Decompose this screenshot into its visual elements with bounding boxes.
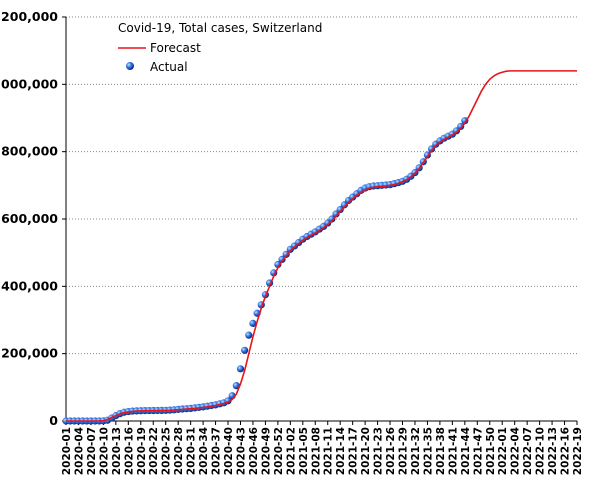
actual-point — [241, 346, 249, 354]
x-tick-label: 2022-10 — [535, 427, 547, 475]
x-tick-label: 2022-04 — [510, 427, 522, 475]
x-tick-label: 2020-34 — [198, 427, 210, 475]
y-tick-label: 1,000,000 — [0, 76, 58, 91]
legend-label: Actual — [150, 60, 188, 74]
x-tick-label: 2021-47 — [472, 427, 484, 475]
legend-label: Forecast — [150, 41, 201, 55]
x-tick-label: 2020-01 — [61, 427, 73, 475]
x-tick-label: 2022-07 — [522, 427, 534, 475]
actual-point — [245, 331, 253, 339]
x-tick-label: 2021-02 — [285, 427, 297, 475]
x-tick-label: 2020-40 — [223, 427, 235, 475]
actual-point — [232, 382, 240, 390]
x-tick-label: 2020-19 — [136, 427, 148, 475]
x-tick-label: 2020-13 — [111, 427, 123, 475]
actual-point — [249, 319, 257, 327]
actual-point — [336, 205, 344, 214]
x-tick-label: 2020-49 — [260, 427, 272, 475]
x-tick-label: 2021-14 — [335, 427, 347, 475]
x-tick-label: 2020-28 — [173, 427, 185, 475]
x-tick-label: 2021-29 — [398, 427, 410, 475]
x-tick-label: 2022-01 — [497, 427, 509, 475]
y-tick-label: 800,000 — [1, 144, 58, 159]
y-tick-label: 0 — [49, 413, 58, 428]
legend-marker — [126, 62, 134, 70]
x-tick-label: 2020-46 — [248, 427, 260, 475]
x-tick-label: 2022-16 — [560, 427, 572, 475]
actual-point — [427, 145, 436, 153]
x-tick-label: 2020-16 — [123, 427, 135, 475]
x-tick-label: 2020-07 — [86, 427, 98, 475]
actual-point — [282, 250, 290, 258]
x-tick-label: 2020-52 — [273, 427, 285, 475]
x-tick-label: 2021-20 — [360, 427, 372, 475]
x-tick-label: 2020-31 — [186, 427, 198, 475]
x-tick-label: 2021-50 — [485, 427, 497, 475]
actual-point — [328, 215, 336, 223]
x-tick-label: 2022-13 — [547, 427, 559, 475]
x-tick-label: 2021-26 — [385, 427, 397, 475]
y-tick-label: 600,000 — [1, 211, 58, 226]
x-tick-label: 2020-04 — [73, 427, 85, 475]
x-tick-label: 2021-32 — [410, 427, 422, 475]
x-tick-label: 2021-05 — [298, 427, 310, 475]
x-tick-label: 2022-19 — [572, 427, 584, 475]
forecast-line — [66, 70, 577, 422]
actual-point — [278, 255, 286, 263]
x-tick-label: 2021-44 — [460, 427, 472, 475]
x-tick-label: 2021-35 — [422, 427, 434, 475]
x-tick-label: 2020-22 — [148, 427, 160, 475]
x-tick-label: 2020-10 — [98, 427, 110, 475]
y-tick-label: 1,200,000 — [0, 9, 58, 24]
x-tick-label: 2020-43 — [235, 427, 247, 475]
x-tick-label: 2021-38 — [435, 427, 447, 475]
x-tick-label: 2020-37 — [211, 427, 223, 475]
y-tick-label: 400,000 — [1, 278, 58, 293]
x-tick-label: 2021-08 — [310, 427, 322, 475]
x-tick-label: 2020-25 — [161, 427, 173, 475]
x-tick-label: 2021-17 — [348, 427, 360, 475]
actual-point — [457, 122, 465, 131]
legend-title: Covid-19, Total cases, Switzerland — [118, 21, 322, 35]
x-tick-label: 2021-23 — [373, 427, 385, 475]
x-tick-label: 2021-41 — [447, 427, 459, 475]
y-tick-label: 200,000 — [1, 346, 58, 361]
x-tick-label: 2021-11 — [323, 427, 335, 475]
actual-point — [236, 365, 245, 373]
